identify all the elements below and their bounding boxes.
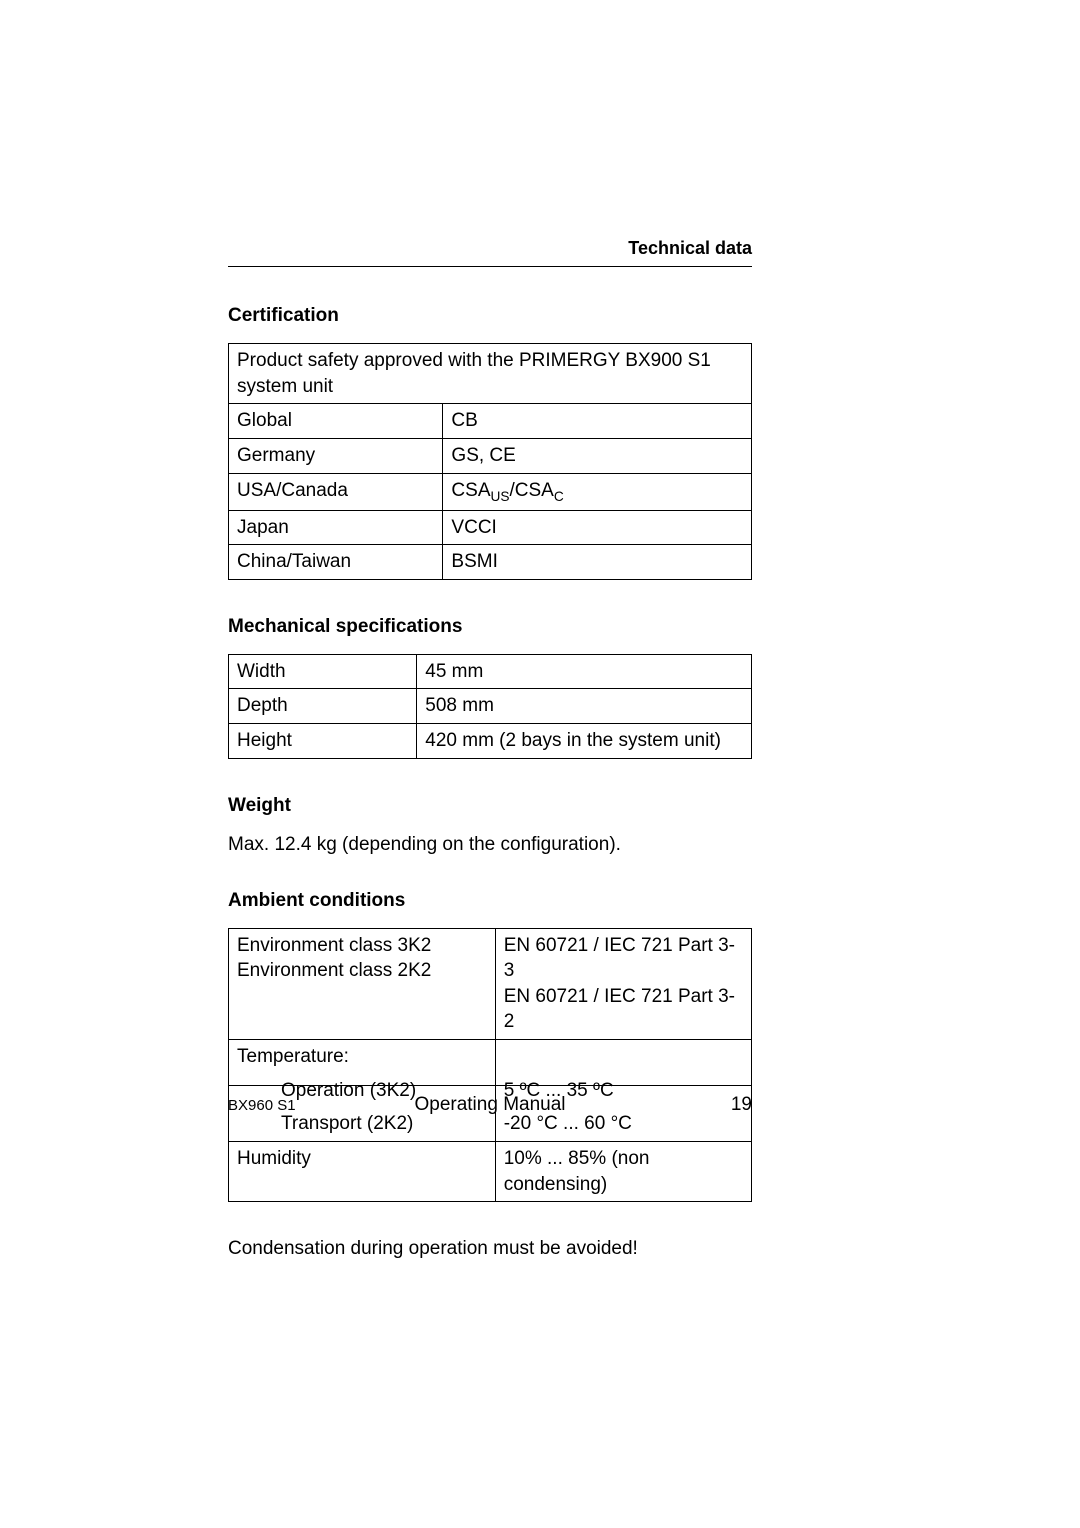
env-class-line: EN 60721 / IEC 721 Part 3-3 [504,935,735,982]
cert-region: Global [229,404,443,439]
mech-value: 420 mm (2 bays in the system unit) [417,723,752,758]
condensation-note: Condensation during operation must be av… [228,1236,752,1262]
mech-label: Width [229,654,417,689]
cert-value: BSMI [443,545,752,580]
csa-sub-c: C [554,488,564,503]
env-class-line: Environment class 3K2 [237,935,431,956]
env-class-line: Environment class 2K2 [237,960,431,981]
certification-intro: Product safety approved with the PRIMERG… [229,343,752,403]
cert-value: CSAUS/CSAC [443,473,752,510]
env-class-line: EN 60721 / IEC 721 Part 3-2 [504,986,735,1033]
mechanical-heading: Mechanical specifications [228,614,752,640]
table-row: Environment class 3K2 Environment class … [229,928,752,1040]
table-row: Germany GS, CE [229,438,752,473]
env-class-right: EN 60721 / IEC 721 Part 3-3 EN 60721 / I… [495,928,751,1040]
ambient-heading: Ambient conditions [228,888,752,914]
table-row: Humidity 10% ... 85% (non condensing) [229,1142,752,1202]
weight-heading: Weight [228,793,752,819]
weight-text: Max. 12.4 kg (depending on the configura… [228,832,752,858]
temperature-label: Temperature: [229,1040,496,1074]
humidity-label: Humidity [229,1142,496,1202]
cert-region: Japan [229,510,443,545]
csa-sub-us: US [491,488,510,503]
footer-center: Operating Manual [228,1092,752,1118]
cert-value: CB [443,404,752,439]
table-row: Temperature: [229,1040,752,1074]
cert-value: GS, CE [443,438,752,473]
table-row: Width 45 mm [229,654,752,689]
page-footer: BX960 S1 Operating Manual 19 [228,1085,752,1118]
table-row: China/Taiwan BSMI [229,545,752,580]
certification-heading: Certification [228,303,752,329]
mechanical-table: Width 45 mm Depth 508 mm Height 420 mm (… [228,654,752,759]
csa-text: CSA [451,480,490,501]
ambient-table: Environment class 3K2 Environment class … [228,928,752,1203]
cert-region: China/Taiwan [229,545,443,580]
table-row: USA/Canada CSAUS/CSAC [229,473,752,510]
table-row: Japan VCCI [229,510,752,545]
cert-region: Germany [229,438,443,473]
mech-label: Height [229,723,417,758]
mech-value: 508 mm [417,689,752,724]
csa-text: /CSA [510,480,554,501]
table-row: Product safety approved with the PRIMERG… [229,343,752,403]
empty-cell [495,1040,751,1074]
certification-table: Product safety approved with the PRIMERG… [228,343,752,580]
mech-label: Depth [229,689,417,724]
cert-value: VCCI [443,510,752,545]
humidity-value: 10% ... 85% (non condensing) [495,1142,751,1202]
cert-region: USA/Canada [229,473,443,510]
running-header: Technical data [228,236,752,267]
table-row: Depth 508 mm [229,689,752,724]
table-row: Height 420 mm (2 bays in the system unit… [229,723,752,758]
table-row: Global CB [229,404,752,439]
env-class-left: Environment class 3K2 Environment class … [229,928,496,1040]
mech-value: 45 mm [417,654,752,689]
